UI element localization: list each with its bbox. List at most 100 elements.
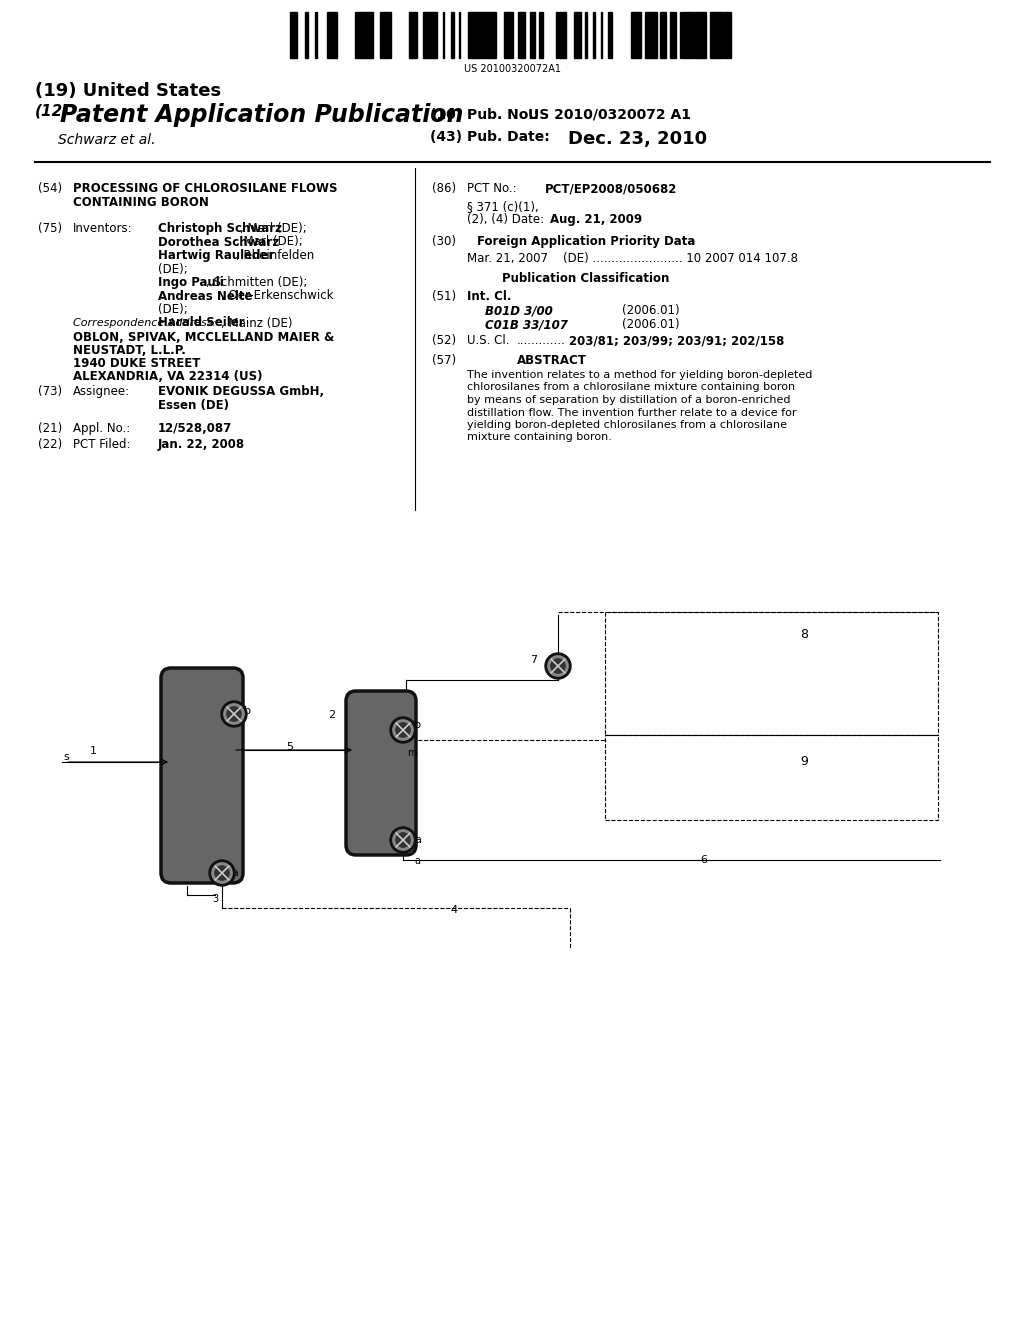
Bar [575, 12, 581, 58]
Circle shape [390, 828, 416, 853]
Text: Jan. 22, 2008: Jan. 22, 2008 [158, 438, 245, 451]
Text: (43) Pub. Date:: (43) Pub. Date: [430, 129, 550, 144]
Bar [518, 12, 521, 58]
Text: Appl. No.:: Appl. No.: [73, 422, 130, 436]
Text: Essen (DE): Essen (DE) [158, 399, 229, 412]
Text: US 20100320072A1: US 20100320072A1 [464, 63, 560, 74]
Bar [290, 12, 294, 58]
Text: Mar. 21, 2007    (DE) ........................ 10 2007 014 107.8: Mar. 21, 2007 (DE) .....................… [467, 252, 798, 265]
Text: 9: 9 [800, 755, 808, 768]
Text: Int. Cl.: Int. Cl. [467, 290, 512, 304]
Text: (2), (4) Date:: (2), (4) Date: [467, 213, 544, 226]
Text: Assignee:: Assignee: [73, 385, 130, 399]
Bar [367, 12, 369, 58]
Circle shape [227, 706, 241, 721]
Text: ABSTRACT: ABSTRACT [517, 354, 587, 367]
Text: 203/81; 203/99; 203/91; 202/158: 203/81; 203/99; 203/91; 202/158 [569, 334, 784, 347]
Bar [355, 12, 359, 58]
Text: The invention relates to a method for yielding boron-depleted: The invention relates to a method for yi… [467, 370, 812, 380]
Text: by means of separation by distillation of a boron-enriched: by means of separation by distillation o… [467, 395, 791, 405]
Bar [484, 12, 489, 58]
Text: NEUSTADT, L.L.P.: NEUSTADT, L.L.P. [73, 345, 186, 356]
FancyBboxPatch shape [605, 735, 938, 820]
Text: 12/528,087: 12/528,087 [158, 422, 232, 436]
Text: (86): (86) [432, 182, 456, 195]
Bar [369, 12, 373, 58]
Bar [660, 12, 664, 58]
Text: PCT/EP2008/050682: PCT/EP2008/050682 [545, 182, 677, 195]
Bar [650, 12, 654, 58]
Text: Patent Application Publication: Patent Application Publication [60, 103, 464, 127]
Text: U.S. Cl.: U.S. Cl. [467, 334, 510, 347]
Text: § 371 (c)(1),: § 371 (c)(1), [467, 201, 539, 213]
Text: CONTAINING BORON: CONTAINING BORON [73, 195, 209, 209]
Text: 1940 DUKE STREET: 1940 DUKE STREET [73, 356, 201, 370]
Text: chlorosilanes from a chlorosilane mixture containing boron: chlorosilanes from a chlorosilane mixtur… [467, 383, 795, 392]
Text: Correspondence Address:: Correspondence Address: [73, 318, 216, 327]
Text: US 2010/0320072 A1: US 2010/0320072 A1 [528, 108, 691, 121]
Bar [331, 12, 336, 58]
Bar [682, 12, 688, 58]
Text: Publication Classification: Publication Classification [502, 272, 670, 285]
Bar [433, 12, 437, 58]
Text: (12): (12) [35, 103, 71, 117]
Bar [559, 12, 565, 58]
Text: m: m [407, 748, 417, 758]
Bar [489, 12, 495, 58]
FancyBboxPatch shape [605, 612, 938, 735]
Text: a: a [414, 855, 420, 866]
Bar [305, 12, 308, 58]
Bar [478, 12, 484, 58]
Bar [694, 12, 697, 58]
Text: , Schmitten (DE);: , Schmitten (DE); [207, 276, 308, 289]
Text: (57): (57) [432, 354, 456, 367]
Bar [670, 12, 676, 58]
Bar [539, 12, 543, 58]
Text: Hartwig Rauleder: Hartwig Rauleder [158, 249, 274, 261]
Circle shape [396, 833, 411, 847]
Circle shape [215, 866, 229, 880]
Bar [645, 12, 650, 58]
Text: 3: 3 [212, 894, 218, 904]
Bar [451, 12, 454, 58]
Circle shape [390, 717, 416, 743]
Text: (22): (22) [38, 438, 62, 451]
Text: , Rheinfelden: , Rheinfelden [236, 249, 313, 261]
Bar [411, 12, 413, 58]
Text: , Mainz (DE): , Mainz (DE) [221, 317, 293, 330]
Bar [664, 12, 666, 58]
Text: (19) United States: (19) United States [35, 82, 221, 100]
Text: 8: 8 [800, 628, 808, 642]
Bar [388, 12, 391, 58]
Text: 7: 7 [530, 655, 538, 665]
Text: (75): (75) [38, 222, 62, 235]
Text: (51): (51) [432, 290, 456, 304]
Text: 2: 2 [328, 710, 335, 719]
Bar [697, 12, 700, 58]
Text: , Oer-Erkenschwick: , Oer-Erkenschwick [221, 289, 334, 302]
Bar [471, 12, 477, 58]
Bar [700, 12, 706, 58]
Circle shape [393, 719, 413, 741]
Bar [585, 12, 587, 58]
Text: C01B 33/107: C01B 33/107 [485, 318, 568, 331]
Text: 2b: 2b [407, 719, 421, 730]
Text: , Marl (DE);: , Marl (DE); [236, 235, 302, 248]
Text: , Marl (DE);: , Marl (DE); [241, 222, 307, 235]
Text: (21): (21) [38, 422, 62, 436]
Text: 1a: 1a [226, 869, 240, 878]
Circle shape [221, 701, 247, 727]
Text: 1: 1 [90, 746, 97, 756]
Text: 5: 5 [286, 742, 293, 752]
Text: (2006.01): (2006.01) [622, 304, 680, 317]
Circle shape [545, 653, 571, 678]
Bar [380, 12, 384, 58]
Bar [530, 12, 535, 58]
Circle shape [224, 704, 244, 725]
Bar [718, 12, 724, 58]
Text: (30): (30) [432, 235, 456, 248]
Text: Foreign Application Priority Data: Foreign Application Priority Data [477, 235, 695, 248]
Text: 1b: 1b [238, 706, 252, 715]
Bar [359, 12, 362, 58]
Circle shape [212, 863, 232, 883]
